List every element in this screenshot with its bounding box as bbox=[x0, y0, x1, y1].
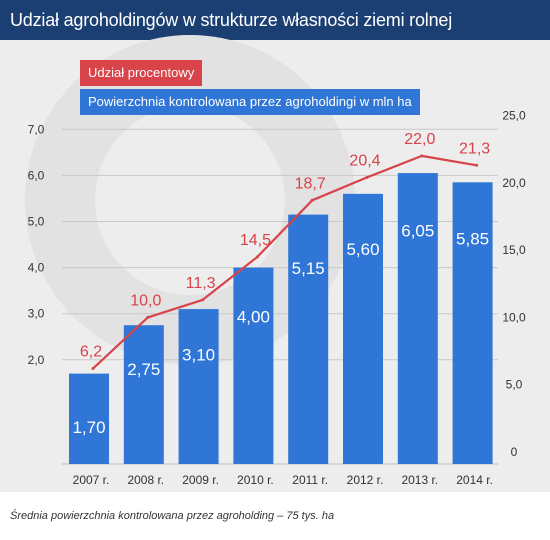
line-value-label: 14,5 bbox=[240, 232, 271, 249]
line-value-label: 18,7 bbox=[295, 175, 326, 192]
bar-value-label: 6,05 bbox=[401, 221, 434, 240]
line-series bbox=[91, 154, 479, 371]
bar-2008 bbox=[123, 325, 164, 464]
line-point bbox=[91, 367, 95, 371]
category-label: 2009 r. bbox=[182, 473, 219, 487]
line-point bbox=[420, 154, 424, 158]
bar-value-label: 3,10 bbox=[182, 345, 215, 364]
category-label: 2014 r. bbox=[456, 473, 493, 487]
bar-value-label: 1,70 bbox=[72, 418, 105, 437]
line-value-label: 10,0 bbox=[130, 292, 161, 309]
category-label: 2008 r. bbox=[127, 473, 164, 487]
line-value-label: 6,2 bbox=[80, 344, 102, 361]
line-point bbox=[365, 175, 369, 179]
left-tick-label: 7,0 bbox=[28, 122, 45, 136]
category-label: 2012 r. bbox=[347, 473, 384, 487]
category-axis: 2007 r. 2008 r. 2009 r. 2010 r. 2011 r. 2012 … bbox=[73, 473, 493, 487]
category-label: 2010 r. bbox=[237, 473, 274, 487]
category-label: 2007 r. bbox=[73, 473, 110, 487]
footnote: Średnia powierzchnia kontrolowana przez … bbox=[10, 510, 335, 522]
right-tick-label: 15,0 bbox=[502, 243, 526, 257]
line-udzial-procentowy bbox=[92, 154, 477, 370]
category-label: 2011 r. bbox=[292, 473, 328, 487]
line-point bbox=[475, 163, 479, 167]
left-axis-ticks: 7,0 6,0 5,0 4,0 3,0 2,0 bbox=[28, 122, 45, 366]
bar-value-label: 2,75 bbox=[127, 360, 160, 379]
left-tick-label: 2,0 bbox=[28, 353, 45, 367]
left-tick-label: 4,0 bbox=[28, 261, 45, 275]
bar-2012 bbox=[343, 193, 383, 464]
chart-title: Udział agroholdingów w strukturze własno… bbox=[0, 0, 550, 40]
line-value-label: 20,4 bbox=[349, 152, 380, 169]
bar-value-label: 4,00 bbox=[237, 308, 270, 327]
right-axis-ticks: 25,0 20,0 15,0 10,0 5,0 0 bbox=[502, 109, 526, 460]
bar-data-labels: 1,70 2,75 3,10 4,00 5,15 5,60 6,05 5,85 bbox=[72, 221, 489, 437]
right-tick-label: 20,0 bbox=[502, 176, 526, 190]
line-point bbox=[255, 255, 259, 259]
line-point bbox=[310, 198, 314, 202]
right-tick-label: 25,0 bbox=[502, 109, 526, 123]
legend-item-udzial-procentowy: Udział procentowy bbox=[80, 60, 203, 86]
line-point bbox=[146, 315, 150, 319]
line-point bbox=[201, 298, 205, 302]
bar-2014 bbox=[452, 182, 493, 464]
bar-series bbox=[69, 173, 493, 464]
left-tick-label: 5,0 bbox=[28, 215, 45, 229]
bar-value-label: 5,60 bbox=[346, 240, 379, 259]
line-value-label: 21,3 bbox=[459, 140, 490, 157]
category-label: 2013 r. bbox=[401, 473, 438, 487]
bar-2011 bbox=[288, 214, 329, 464]
right-tick-label: 0 bbox=[511, 445, 518, 459]
legend-item-powierzchnia: Powierzchnia kontrolowana przez agrohold… bbox=[80, 89, 420, 115]
bar-2010 bbox=[233, 267, 274, 464]
bar-2007 bbox=[69, 373, 109, 464]
bar-2013 bbox=[397, 173, 438, 464]
bar-value-label: 5,85 bbox=[456, 230, 489, 249]
left-tick-label: 3,0 bbox=[28, 307, 45, 321]
line-value-label: 11,3 bbox=[186, 275, 216, 292]
right-tick-label: 5,0 bbox=[506, 378, 523, 392]
bar-2009 bbox=[178, 309, 219, 464]
bar-value-label: 5,15 bbox=[292, 259, 325, 278]
line-data-labels: 6,2 10,0 11,3 14,5 18,7 20,4 22,0 21,3 bbox=[80, 131, 490, 361]
left-tick-label: 6,0 bbox=[28, 168, 45, 182]
line-value-label: 22,0 bbox=[404, 131, 435, 148]
right-tick-label: 10,0 bbox=[502, 310, 526, 324]
